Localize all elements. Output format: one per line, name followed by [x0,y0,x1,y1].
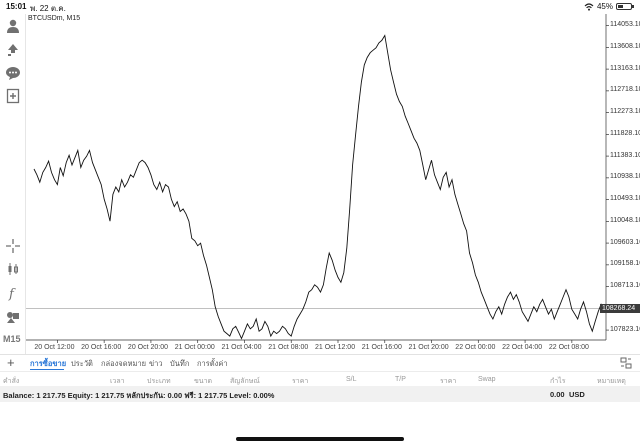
add-order-button[interactable]: + [7,355,15,370]
status-bar: 15:01 พ. 22 ต.ค. 45% [0,0,640,14]
active-tab-indicator [30,369,64,370]
trade-icon[interactable] [4,40,22,58]
timeframe-label[interactable]: M15 [3,334,21,344]
col-profit[interactable]: กำไร [550,378,566,385]
chart-canvas [26,14,609,343]
price-tick-label: 107823.10 [610,325,640,333]
price-tick-label: 110938.10 [610,173,640,181]
price-line-series [33,34,605,340]
terminal-tabs: + การซื้อขาย ประวัติ กล่องจดหมาย ข่าว บั… [0,354,640,370]
svg-text:f: f [8,287,16,301]
total-profit: 0.00 [550,390,565,399]
battery-percent: 45% [596,2,613,11]
add-chart-icon[interactable] [4,87,22,105]
price-chart[interactable]: BTCUSDm, M15 114053.10 113608.10 113163.10… [26,14,640,354]
price-tick-label: 111828.10 [610,129,640,137]
col-volume[interactable]: ขนาด [194,378,213,385]
time-tick-label: 22 Oct 04:00 [502,344,543,351]
time-tick-label: 20 Oct 12:00 [34,344,75,351]
col-sl[interactable]: S/L [346,376,357,383]
chart-symbol-label: BTCUSDm, M15 [28,15,81,22]
status-time: 15:01 [6,2,27,11]
col-price[interactable]: ราคา [292,378,309,385]
time-tick-label: 21 Oct 04:00 [221,344,262,351]
time-tick-label: 20 Oct 20:00 [127,344,169,351]
time-tick-label: 21 Oct 16:00 [361,344,402,351]
chat-icon[interactable] [4,64,22,82]
orders-table-header: คำสั่ง เวลา ประเภท ขนาด สัญลักษณ์ ราคา S… [0,371,640,385]
price-tick-label: 108713.10 [610,282,640,290]
time-tick-label: 21 Oct 08:00 [268,344,309,351]
current-price-label: 108268.24 [600,303,640,313]
col-time[interactable]: เวลา [110,378,125,385]
price-tick-label: 112718.10 [610,86,640,94]
left-toolbar: f M15 [0,14,26,354]
col-type[interactable]: ประเภท [147,378,171,385]
price-tick-label: 109603.10 [610,238,640,246]
col-comment[interactable]: หมายเหตุ [597,378,626,385]
price-tick-label: 109158.10 [610,260,640,268]
crosshair-icon[interactable] [4,237,22,255]
price-tick-label: 112273.10 [610,108,640,116]
balance-summary: Balance: 1 217.75 Equity: 1 217.75 หลักป… [3,391,275,400]
price-tick-label: 113163.10 [610,64,640,72]
time-tick-label: 21 Oct 12:00 [315,344,356,351]
price-tick-label: 113608.10 [610,42,640,50]
time-tick-label: 22 Oct 00:00 [455,344,496,351]
home-indicator [236,437,404,441]
time-tick-label: 22 Oct 08:00 [548,344,589,351]
price-tick-label: 110493.10 [610,195,640,203]
balance-row: Balance: 1 217.75 Equity: 1 217.75 หลักป… [0,386,640,402]
indicator-icon[interactable]: f [4,284,22,302]
tab-journal[interactable]: บันทึก [170,359,190,368]
status-date: พ. 22 ต.ค. [30,4,66,13]
time-tick-label: 21 Oct 00:00 [174,344,215,351]
account-icon[interactable] [4,17,22,35]
price-tick-label: 110048.10 [610,216,640,224]
battery-icon [616,3,634,10]
candles-icon[interactable] [4,260,22,278]
col-order[interactable]: คำสั่ง [3,378,20,385]
tab-mailbox[interactable]: กล่องจดหมาย [101,359,147,368]
account-currency: USD [569,390,585,399]
tab-settings[interactable]: การตั้งค่า [197,359,228,368]
tab-history[interactable]: ประวัติ [71,359,93,368]
col-tp[interactable]: T/P [395,376,406,383]
col-current-price[interactable]: ราคา [440,378,457,385]
layout-icon[interactable] [620,357,632,369]
col-symbol[interactable]: สัญลักษณ์ [230,378,260,385]
time-tick-label: 20 Oct 16:00 [81,344,122,351]
price-tick-label: 111383.10 [610,151,640,159]
tab-news[interactable]: ข่าว [149,359,163,368]
time-tick-label: 21 Oct 20:00 [408,344,449,351]
col-swap[interactable]: Swap [478,376,496,383]
wifi-icon [584,2,594,11]
objects-icon[interactable] [4,308,22,326]
tab-trade[interactable]: การซื้อขาย [30,359,67,368]
price-tick-label: 114053.10 [610,21,640,29]
